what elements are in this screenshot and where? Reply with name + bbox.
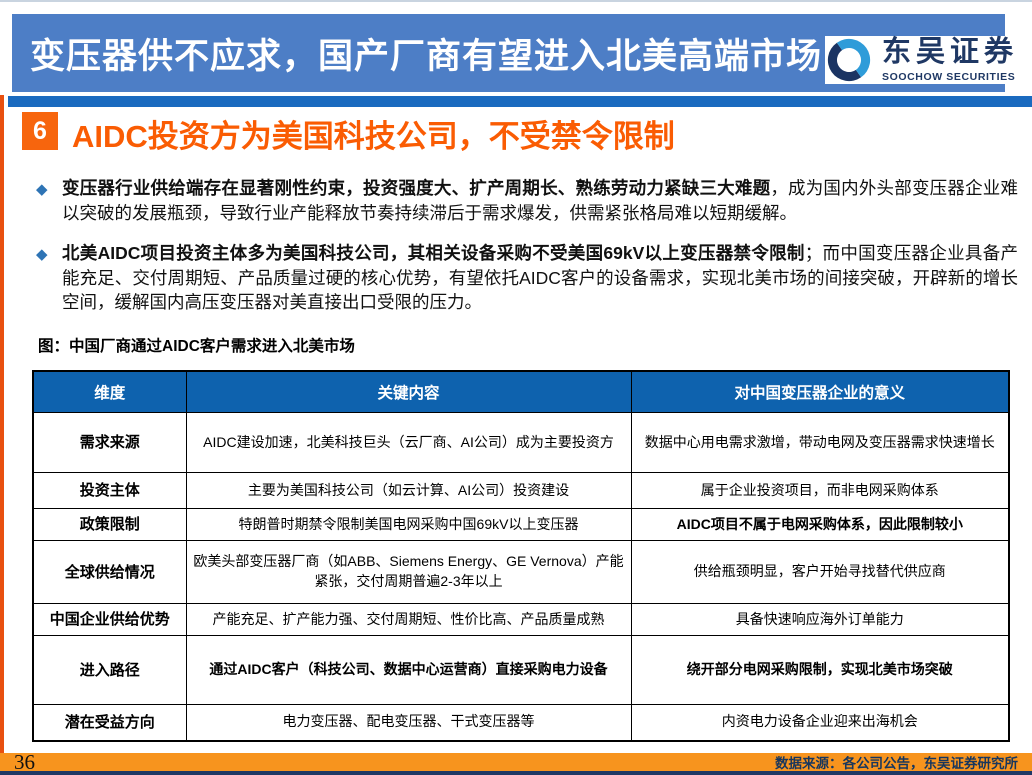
- cell-meaning: 内资电力设备企业迎来出海机会: [630, 704, 1010, 741]
- left-accent-stripe: [0, 95, 4, 753]
- section-title: AIDC投资方为美国科技公司，不受禁令限制: [72, 119, 675, 154]
- aidc-market-table: 维度 关键内容 对中国变压器企业的意义 需求来源 AIDC建设加速，北美科技巨头…: [32, 370, 1010, 742]
- logo-name-cn: 东吴证券: [881, 35, 1018, 68]
- table-row: 政策限制 特朗普时期禁令限制美国电网采购中国69kV以上变压器 AIDC项目不属…: [32, 508, 1010, 541]
- cell-content: 电力变压器、配电变压器、干式变压器等: [185, 704, 632, 741]
- cell-dimension: 进入路径: [32, 635, 187, 705]
- top-border-line: [0, 0, 1032, 2]
- cell-content: 通过AIDC客户（科技公司、数据中心运营商）直接采购电力设备: [185, 635, 632, 705]
- banner-title: 变压器供不应求，国产厂商有望进入北美高端市场: [30, 36, 823, 76]
- table-caption: 图：中国厂商通过AIDC客户需求进入北美市场: [38, 338, 355, 355]
- bullet-regular-text: ，成为国内外头部变压器企业难以突破的发展瓶颈，导致行业产能释放节奏持续滞后于需求…: [62, 178, 1019, 223]
- table-row: 需求来源 AIDC建设加速，北美科技巨头（云厂商、AI公司）成为主要投资方 数据…: [32, 412, 1010, 473]
- table-row: 进入路径 通过AIDC客户（科技公司、数据中心运营商）直接采购电力设备 绕开部分…: [32, 635, 1010, 705]
- table-header-row: 维度 关键内容 对中国变压器企业的意义: [32, 370, 1010, 413]
- bullet-bold-text: 变压器行业供给端存在显著刚性约束，投资强度大、扩产周期长、熟练劳动力紧缺三大难题: [62, 178, 771, 198]
- cell-meaning: 属于企业投资项目，而非电网采购体系: [630, 472, 1010, 509]
- soochow-logo-icon: [827, 38, 871, 82]
- cell-dimension: 需求来源: [32, 412, 187, 473]
- bullet-regular-text: ；而中国变压器企业具备产能充足、交付周期短、产品质量过硬的核心优势，有望依托AI…: [62, 242, 1018, 313]
- column-header-dimension: 维度: [32, 370, 187, 413]
- diamond-bullet-icon: ◆: [36, 181, 48, 198]
- bullet-point: ◆ 北美AIDC项目投资主体多为美国科技公司，其相关设备采购不受美国69kV以上…: [36, 241, 1018, 316]
- column-header-content: 关键内容: [185, 370, 632, 413]
- logo-name-en: SOOCHOW SECURITIES: [881, 70, 1016, 83]
- page-number: 36: [14, 750, 35, 774]
- bullet-bold-text: 北美AIDC项目投资主体多为美国科技公司，其相关设备采购不受美国69kV以上变压…: [62, 242, 805, 263]
- table-row: 中国企业供给优势 产能充足、扩产能力强、交付周期短、性价比高、产品质量成熟 具备…: [32, 603, 1010, 636]
- cell-content: AIDC建设加速，北美科技巨头（云厂商、AI公司）成为主要投资方: [185, 412, 632, 473]
- section-divider-bar: [8, 96, 1032, 107]
- cell-content: 欧美头部变压器厂商（如ABB、Siemens Energy、GE Vernova…: [185, 540, 632, 604]
- cell-meaning: AIDC项目不属于电网采购体系，因此限制较小: [630, 508, 1010, 541]
- table-row: 全球供给情况 欧美头部变压器厂商（如ABB、Siemens Energy、GE …: [32, 540, 1010, 604]
- soochow-logo: 东吴证券 SOOCHOW SECURITIES: [824, 35, 1018, 84]
- cell-meaning: 供给瓶颈明显，客户开始寻找替代供应商: [630, 540, 1010, 604]
- cell-dimension: 全球供给情况: [32, 540, 187, 604]
- cell-dimension: 政策限制: [32, 508, 187, 541]
- bullet-list: ◆ 变压器行业供给端存在显著刚性约束，投资强度大、扩产周期长、熟练劳动力紧缺三大…: [36, 176, 1018, 330]
- footer-bar: 36 数据来源：各公司公告，东吴证券研究所: [0, 750, 1032, 774]
- table-row: 投资主体 主要为美国科技公司（如云计算、AI公司）投资建设 属于企业投资项目，而…: [32, 472, 1010, 509]
- bottom-navy-bar: [0, 771, 1032, 775]
- logo-text: 东吴证券 SOOCHOW SECURITIES: [881, 35, 1018, 83]
- cell-content: 产能充足、扩产能力强、交付周期短、性价比高、产品质量成熟: [185, 603, 632, 636]
- cell-content: 特朗普时期禁令限制美国电网采购中国69kV以上变压器: [185, 508, 632, 541]
- cell-meaning: 绕开部分电网采购限制，实现北美市场突破: [630, 635, 1010, 705]
- cell-meaning: 数据中心用电需求激增，带动电网及变压器需求快速增长: [630, 412, 1010, 473]
- cell-dimension: 中国企业供给优势: [32, 603, 187, 636]
- section-number-badge: 6: [22, 112, 58, 150]
- cell-meaning: 具备快速响应海外订单能力: [630, 603, 1010, 636]
- cell-dimension: 投资主体: [32, 472, 187, 509]
- table-row: 潜在受益方向 电力变压器、配电变压器、干式变压器等 内资电力设备企业迎来出海机会: [32, 704, 1010, 741]
- cell-content: 主要为美国科技公司（如云计算、AI公司）投资建设: [185, 472, 632, 509]
- cell-dimension: 潜在受益方向: [32, 704, 187, 741]
- data-source-text: 数据来源：各公司公告，东吴证券研究所: [775, 756, 1018, 771]
- column-header-meaning: 对中国变压器企业的意义: [630, 370, 1010, 413]
- diamond-bullet-icon: ◆: [36, 245, 48, 263]
- bullet-point: ◆ 变压器行业供给端存在显著刚性约束，投资强度大、扩产周期长、熟练劳动力紧缺三大…: [36, 176, 1018, 226]
